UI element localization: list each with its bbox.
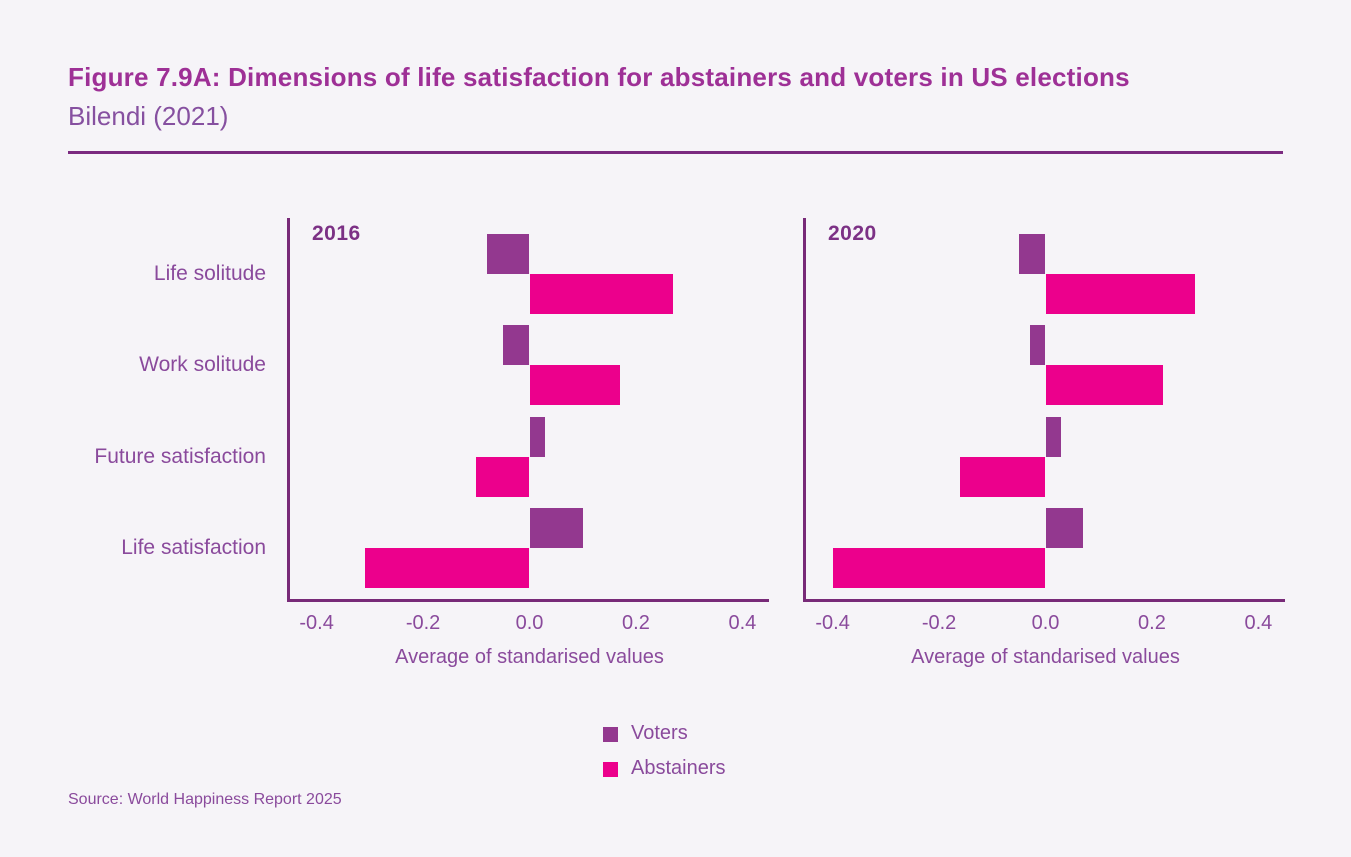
x-axis-label: Average of standarised values (395, 646, 664, 668)
category-label: Future satisfaction (94, 444, 266, 468)
x-tick-label: -0.4 (815, 612, 850, 634)
bar-2020-abstainers-1 (1045, 273, 1195, 314)
x-tick-label: 0.2 (1138, 612, 1166, 634)
bar-2016-abstainers-4 (364, 548, 530, 589)
x-tick-label: 0.0 (515, 612, 544, 634)
title-block: Figure 7.9A: Dimensions of life satisfac… (68, 62, 1284, 131)
chart-panel-2020: 2020 Average of standarised values -0.4 -… (803, 218, 1285, 668)
x-tick-label: 0.4 (728, 612, 757, 634)
bar-2020-abstainers-4 (832, 548, 1046, 589)
category-labels: Life solitude Work solitude Future satisfa… (0, 218, 266, 602)
x-tick-label: 0.0 (1031, 612, 1060, 634)
source-note: Source: World Happiness Report 2025 (68, 791, 342, 808)
bar-2020-voters-2 (1029, 325, 1046, 366)
bar-2016-abstainers-3 (476, 456, 530, 497)
panel-title-2016: 2016 (312, 222, 361, 245)
bar-2020-abstainers-2 (1045, 365, 1163, 406)
bar-2016-voters-4 (529, 508, 583, 549)
category-label: Life satisfaction (121, 536, 266, 560)
figure-subtitle: Bilendi (2021) (68, 101, 229, 131)
x-tick-label: -0.2 (921, 612, 957, 634)
bar-2020-voters-1 (1018, 233, 1046, 274)
category-label: Life solitude (153, 261, 266, 285)
legend-label-voters: Voters (631, 722, 688, 744)
chart-panel-2016: 2016 Average of standarised values -0.4 -… (287, 218, 769, 668)
x-tick-label: 0.4 (1244, 612, 1273, 634)
x-axis-label: Average of standarised values (911, 646, 1180, 668)
panel-title-2020: 2020 (828, 222, 877, 245)
bar-2020-voters-3 (1045, 416, 1062, 457)
title-divider (68, 151, 1283, 154)
voters-swatch-icon (603, 726, 618, 742)
bar-2016-abstainers-1 (529, 273, 674, 314)
abstainers-swatch-icon (603, 761, 618, 777)
figure-title: Figure 7.9A: Dimensions of life satisfac… (68, 62, 1130, 92)
legend-label-abstainers: Abstainers (631, 757, 726, 779)
bar-2020-abstainers-3 (960, 456, 1046, 497)
legend-item-abstainers: Abstainers (603, 757, 726, 780)
bar-2020-voters-4 (1045, 508, 1083, 549)
x-tick-label: -0.2 (405, 612, 441, 634)
legend-item-voters: Voters (603, 722, 726, 745)
bar-2016-voters-3 (529, 416, 546, 457)
bar-2016-abstainers-2 (529, 365, 620, 406)
bar-2016-voters-1 (486, 233, 530, 274)
bar-2016-voters-2 (502, 325, 530, 366)
x-tick-label: 0.2 (622, 612, 650, 634)
legend: Voters Abstainers (603, 722, 726, 792)
category-label: Work solitude (139, 353, 266, 377)
x-tick-label: -0.4 (299, 612, 334, 634)
